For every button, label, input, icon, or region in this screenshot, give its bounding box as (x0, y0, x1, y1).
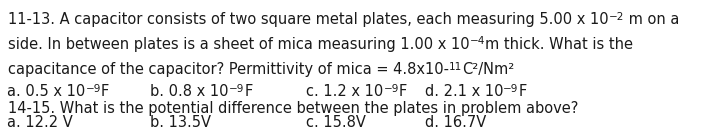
Text: b. 0.8 x 10: b. 0.8 x 10 (150, 84, 229, 99)
Text: 11-13. A capacitor consists of two square metal plates, each measuring 5.00 x 10: 11-13. A capacitor consists of two squar… (8, 12, 608, 27)
Text: C²/Nm²: C²/Nm² (462, 62, 515, 77)
Text: c. 1.2 x 10: c. 1.2 x 10 (306, 84, 384, 99)
Text: F: F (518, 84, 527, 99)
Text: m thick. What is the: m thick. What is the (485, 37, 633, 52)
Text: F: F (244, 84, 252, 99)
Text: c. 15.8V: c. 15.8V (306, 115, 367, 129)
Text: −9: −9 (86, 83, 101, 94)
Text: b. 13.5V: b. 13.5V (150, 115, 211, 129)
Text: d. 16.7V: d. 16.7V (425, 115, 486, 129)
Text: F: F (399, 84, 408, 99)
Text: 11: 11 (449, 62, 462, 71)
Text: F: F (101, 84, 109, 99)
Text: a. 0.5 x 10: a. 0.5 x 10 (7, 84, 86, 99)
Text: −2: −2 (608, 11, 624, 22)
Text: −9: −9 (503, 83, 518, 94)
Text: a. 12.2 V: a. 12.2 V (7, 115, 73, 129)
Text: side. In between plates is a sheet of mica measuring 1.00 x 10: side. In between plates is a sheet of mi… (8, 37, 470, 52)
Text: −4: −4 (470, 37, 485, 46)
Text: −9: −9 (229, 83, 244, 94)
Text: −9: −9 (384, 83, 399, 94)
Text: capacitance of the capacitor? Permittivity of mica = 4.8x10-: capacitance of the capacitor? Permittivi… (8, 62, 449, 77)
Text: d. 2.1 x 10: d. 2.1 x 10 (425, 84, 503, 99)
Text: m on a: m on a (624, 12, 679, 27)
Text: 14-15. What is the potential difference between the plates in problem above?: 14-15. What is the potential difference … (8, 101, 578, 116)
